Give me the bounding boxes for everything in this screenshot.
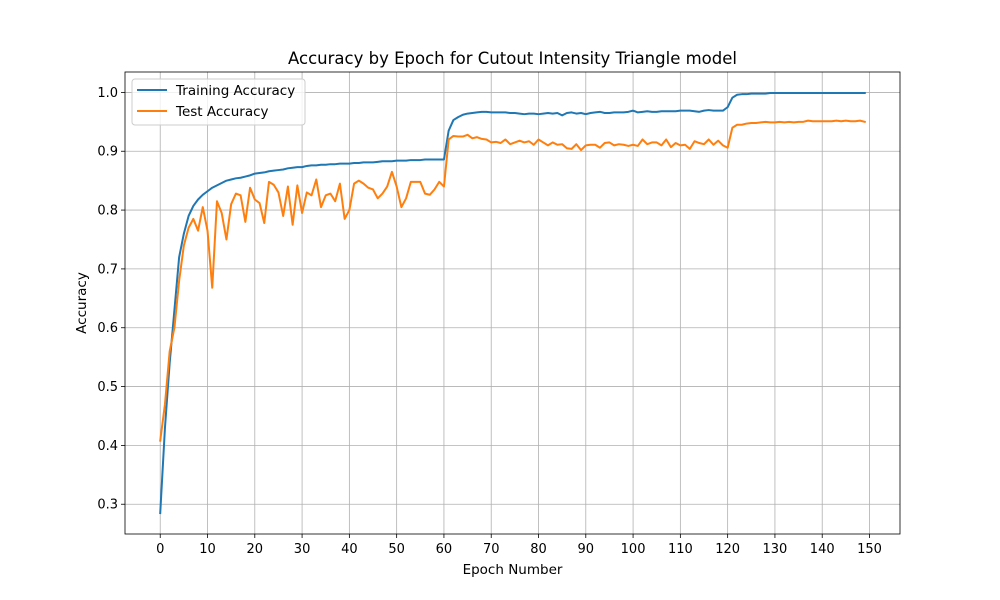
legend-label-training: Training Accuracy	[175, 83, 295, 99]
y-tick-label: 0.5	[97, 380, 118, 395]
y-tick-label: 0.9	[97, 145, 118, 160]
legend-box	[131, 78, 306, 126]
y-tick-label: 0.8	[97, 204, 118, 219]
x-tick-label: 130	[763, 542, 788, 557]
x-tick-label: 50	[388, 542, 405, 557]
x-tick-label: 120	[715, 542, 740, 557]
x-tick-label: 30	[294, 542, 311, 557]
x-axis-ticks: 0 10 20 30 40 50 60 70 80 90 100 110 120 130 140 150	[156, 534, 882, 557]
series-lines	[159, 92, 866, 515]
y-tick-label: 0.4	[97, 439, 118, 454]
x-tick-label: 60	[436, 542, 453, 557]
grid-lines	[125, 72, 900, 534]
x-tick-label: 70	[483, 542, 500, 557]
y-axis-ticks: 0.3 0.4 0.5 0.6 0.7 0.8 0.9 1.0	[97, 86, 125, 513]
x-tick-label: 150	[857, 542, 882, 557]
legend: Training Accuracy Test Accuracy	[131, 78, 306, 126]
y-axis-label: Accuracy	[74, 272, 90, 334]
x-tick-label: 110	[668, 542, 693, 557]
y-tick-label: 1.0	[97, 86, 118, 101]
legend-label-test: Test Accuracy	[175, 104, 269, 120]
y-tick-label: 0.3	[97, 498, 118, 513]
x-tick-label: 40	[341, 542, 358, 557]
test-accuracy-line	[159, 119, 866, 442]
x-tick-label: 0	[156, 542, 164, 557]
training-accuracy-line	[159, 92, 866, 515]
y-tick-label: 0.7	[97, 262, 118, 277]
x-tick-label: 90	[578, 542, 595, 557]
plot-area-frame	[124, 71, 901, 535]
x-tick-label: 80	[530, 542, 547, 557]
x-axis-label: Epoch Number	[463, 562, 563, 578]
x-tick-label: 100	[621, 542, 646, 557]
x-tick-label: 10	[199, 542, 216, 557]
y-tick-label: 0.6	[97, 321, 118, 336]
chart-title: Accuracy by Epoch for Cutout Intensity T…	[288, 49, 737, 68]
x-tick-label: 140	[810, 542, 835, 557]
x-tick-label: 20	[247, 542, 264, 557]
